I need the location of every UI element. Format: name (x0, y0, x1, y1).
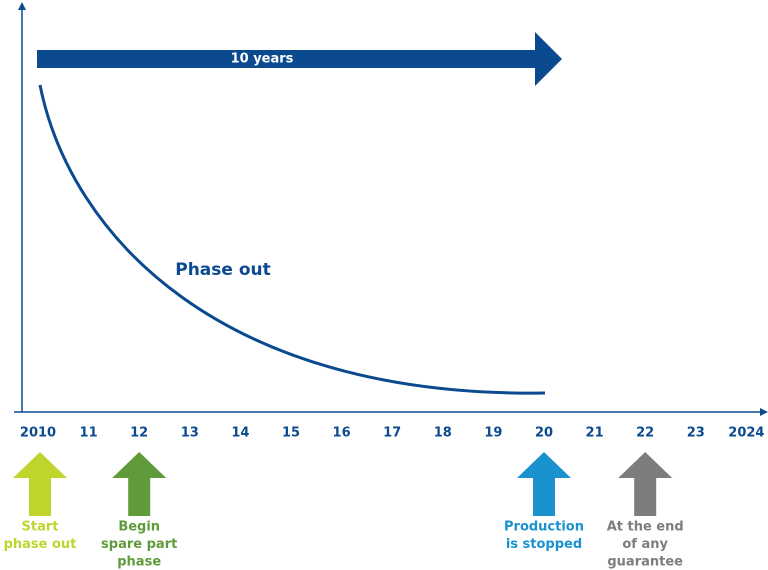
axis-label: 13 (181, 426, 199, 441)
axis-label: 19 (484, 426, 502, 441)
milestone-label: guarantee (607, 555, 683, 570)
axis-labels: 2010 11 12 13 14 15 16 17 18 19 20 21 22 23 2024 (20, 426, 765, 441)
axis-label: 21 (586, 426, 604, 441)
axis-label: 20 (535, 426, 553, 441)
axis-label: 22 (636, 426, 654, 441)
y-axis-arrowhead (18, 2, 26, 10)
axis-label: 12 (130, 426, 148, 441)
milestone-arrow (112, 452, 167, 516)
timeline-arrow (37, 32, 562, 86)
milestones: Start phase out Begin spare part phase Produc… (4, 452, 684, 570)
timeline-label: 10 years (231, 52, 294, 67)
milestone-label: Start (22, 520, 59, 535)
milestone-label: Begin (118, 520, 160, 535)
x-axis-arrowhead (760, 408, 768, 416)
axis-label: 2024 (728, 426, 764, 441)
axis-label: 23 (687, 426, 705, 441)
milestone-label: phase out (4, 537, 77, 552)
axis-label: 16 (333, 426, 351, 441)
milestone-label: of any (622, 537, 668, 552)
milestone-arrow (517, 452, 571, 516)
milestone-label: Production (504, 520, 584, 535)
axis-label: 18 (434, 426, 452, 441)
milestone-label: is stopped (506, 537, 582, 552)
milestone-label: spare part (101, 537, 177, 552)
milestone-label: phase (117, 555, 161, 570)
curve-label: Phase out (175, 260, 271, 280)
milestone-arrow (618, 452, 673, 516)
axis-label: 11 (80, 426, 98, 441)
milestone-label: At the end (607, 520, 684, 535)
phase-out-curve (38, 84, 546, 395)
axis-label: 14 (231, 426, 249, 441)
axis-label: 2010 (20, 426, 56, 441)
axis-label: 15 (282, 426, 300, 441)
axis-label: 17 (383, 426, 401, 441)
milestone-arrow (13, 452, 67, 516)
